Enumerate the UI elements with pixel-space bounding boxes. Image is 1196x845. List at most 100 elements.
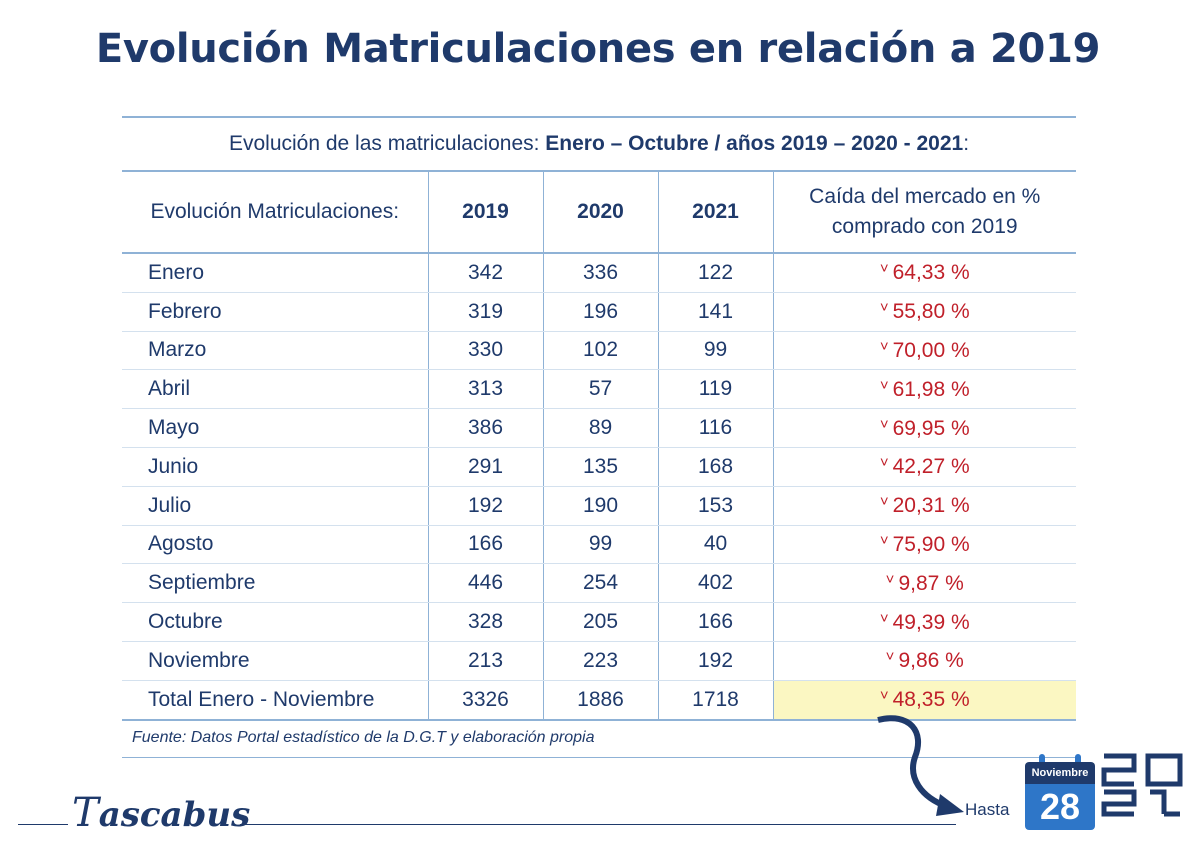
value-2021-cell: 99 <box>658 331 774 371</box>
down-chevron-icon: ˅ <box>879 260 889 278</box>
market-drop-cell: ˅ 48,35 % <box>773 680 1076 721</box>
total-row: Total Enero - Noviembre 3326 1886 1718 ˅ 48,3… <box>122 680 1076 721</box>
footer-line-right <box>240 824 956 825</box>
drop-percent: 9,87 % <box>898 571 964 595</box>
drop-percent: 75,90 % <box>892 532 970 556</box>
down-chevron-icon: ˅ <box>879 531 889 549</box>
drop-percent: 55,80 % <box>892 300 970 324</box>
value-2019-cell: 330 <box>428 331 544 371</box>
page-title: Evolución Matriculaciones en relación a … <box>95 26 1101 72</box>
down-chevron-icon: ˅ <box>879 454 889 472</box>
down-chevron-icon: ˅ <box>879 299 889 317</box>
value-2020-cell: 190 <box>543 486 659 526</box>
drop-percent: 48,35 % <box>892 688 970 712</box>
table-row: Febrero 319 196 141 ˅ 55,80 % <box>122 292 1076 332</box>
value-2019-cell: 319 <box>428 292 544 332</box>
market-drop-cell: ˅ 55,80 % <box>773 292 1076 332</box>
year-2021-graphic <box>1101 753 1183 817</box>
table-row: Septiembre 446 254 402 ˅ 9,87 % <box>122 563 1076 604</box>
value-2019-cell: 446 <box>428 563 544 604</box>
header-market-drop: Caída del mercado en % comprado con 2019 <box>773 172 1076 254</box>
down-chevron-icon: ˅ <box>879 337 889 355</box>
registrations-table-block: Evolución de las matriculaciones: Enero … <box>122 116 1076 758</box>
month-cell: Marzo <box>122 331 429 371</box>
footer-line-left <box>18 824 68 825</box>
value-2019-cell: 3326 <box>428 680 544 721</box>
value-2019-cell: 166 <box>428 525 544 565</box>
source-note: Fuente: Datos Portal estadístico de la D… <box>122 721 1076 758</box>
month-cell: Mayo <box>122 408 429 448</box>
month-cell: Total Enero - Noviembre <box>122 680 429 721</box>
value-2021-cell: 153 <box>658 486 774 526</box>
logo-text: ascabus <box>98 795 251 835</box>
header-2020: 2020 <box>543 172 659 254</box>
caption-prefix: Evolución de las matriculaciones: <box>228 132 546 155</box>
down-chevron-icon: ˅ <box>879 609 889 627</box>
table-row: Marzo 330 102 99 ˅ 70,00 % <box>122 331 1076 371</box>
header-2019: 2019 <box>428 172 544 254</box>
value-2019-cell: 213 <box>428 641 544 681</box>
drop-percent: 42,27 % <box>892 455 970 479</box>
table-row: Junio 291 135 168 ˅ 42,27 % <box>122 447 1076 487</box>
market-drop-cell: ˅ 49,39 % <box>773 602 1076 642</box>
value-2019-cell: 386 <box>428 408 544 448</box>
drop-percent: 20,31 % <box>892 494 970 518</box>
table-body: Enero 342 336 122 ˅ 64,33 % Febrero 319 196 141 ˅ 5… <box>122 253 1076 721</box>
market-drop-cell: ˅ 70,00 % <box>773 331 1076 371</box>
until-label: Hasta <box>965 800 1010 819</box>
value-2021-cell: 141 <box>658 292 774 332</box>
value-2021-cell: 40 <box>658 525 774 565</box>
market-drop-cell: ˅ 9,86 % <box>773 641 1076 681</box>
month-cell: Octubre <box>122 602 429 642</box>
value-2019-cell: 328 <box>428 602 544 642</box>
market-drop-cell: ˅ 61,98 % <box>773 369 1076 410</box>
drop-percent: 49,39 % <box>892 610 970 634</box>
market-drop-cell: ˅ 42,27 % <box>773 447 1076 487</box>
calendar-month: Noviembre <box>1025 762 1095 784</box>
drop-percent: 9,86 % <box>898 649 964 673</box>
value-2020-cell: 223 <box>543 641 659 681</box>
registrations-table: Evolución Matriculaciones: 2019 2020 202… <box>122 172 1076 721</box>
value-2020-cell: 336 <box>543 253 659 293</box>
curved-arrow-icon <box>877 715 964 816</box>
down-chevron-icon: ˅ <box>879 687 889 705</box>
table-row: Julio 192 190 153 ˅ 20,31 % <box>122 486 1076 526</box>
month-cell: Julio <box>122 486 429 526</box>
value-2021-cell: 192 <box>658 641 774 681</box>
market-drop-cell: ˅ 69,95 % <box>773 408 1076 448</box>
caption-suffix: : <box>963 132 970 155</box>
drop-percent: 61,98 % <box>892 377 970 401</box>
table-row: Enero 342 336 122 ˅ 64,33 % <box>122 253 1076 293</box>
drop-percent: 69,95 % <box>892 416 970 440</box>
value-2020-cell: 99 <box>543 525 659 565</box>
value-2021-cell: 122 <box>658 253 774 293</box>
value-2020-cell: 102 <box>543 331 659 371</box>
down-chevron-icon: ˅ <box>879 376 889 394</box>
market-drop-cell: ˅ 9,87 % <box>773 563 1076 604</box>
calendar-ring-right <box>1075 754 1081 768</box>
drop-percent: 70,00 % <box>892 338 970 362</box>
value-2021-cell: 168 <box>658 447 774 487</box>
table-caption: Evolución de las matriculaciones: Enero … <box>122 116 1076 172</box>
value-2020-cell: 205 <box>543 602 659 642</box>
month-cell: Septiembre <box>122 563 429 604</box>
value-2020-cell: 254 <box>543 563 659 604</box>
value-2021-cell: 119 <box>658 369 774 410</box>
caption-period: Enero – Octubre / años 2019 – 2020 - 202… <box>545 132 964 155</box>
market-drop-cell: ˅ 64,33 % <box>773 253 1076 293</box>
header-2021: 2021 <box>658 172 774 254</box>
month-cell: Abril <box>122 369 429 410</box>
calendar-day: 28 <box>1025 784 1095 830</box>
value-2019-cell: 291 <box>428 447 544 487</box>
header-concept: Evolución Matriculaciones: <box>122 172 429 254</box>
value-2020-cell: 89 <box>543 408 659 448</box>
value-2021-cell: 116 <box>658 408 774 448</box>
value-2021-cell: 166 <box>658 602 774 642</box>
month-cell: Agosto <box>122 525 429 565</box>
table-header-row: Evolución Matriculaciones: 2019 2020 202… <box>122 172 1076 254</box>
month-cell: Enero <box>122 253 429 293</box>
month-cell: Noviembre <box>122 641 429 681</box>
market-drop-cell: ˅ 20,31 % <box>773 486 1076 526</box>
table-row: Noviembre 213 223 192 ˅ 9,86 % <box>122 641 1076 681</box>
calendar-ring-left <box>1039 754 1045 768</box>
